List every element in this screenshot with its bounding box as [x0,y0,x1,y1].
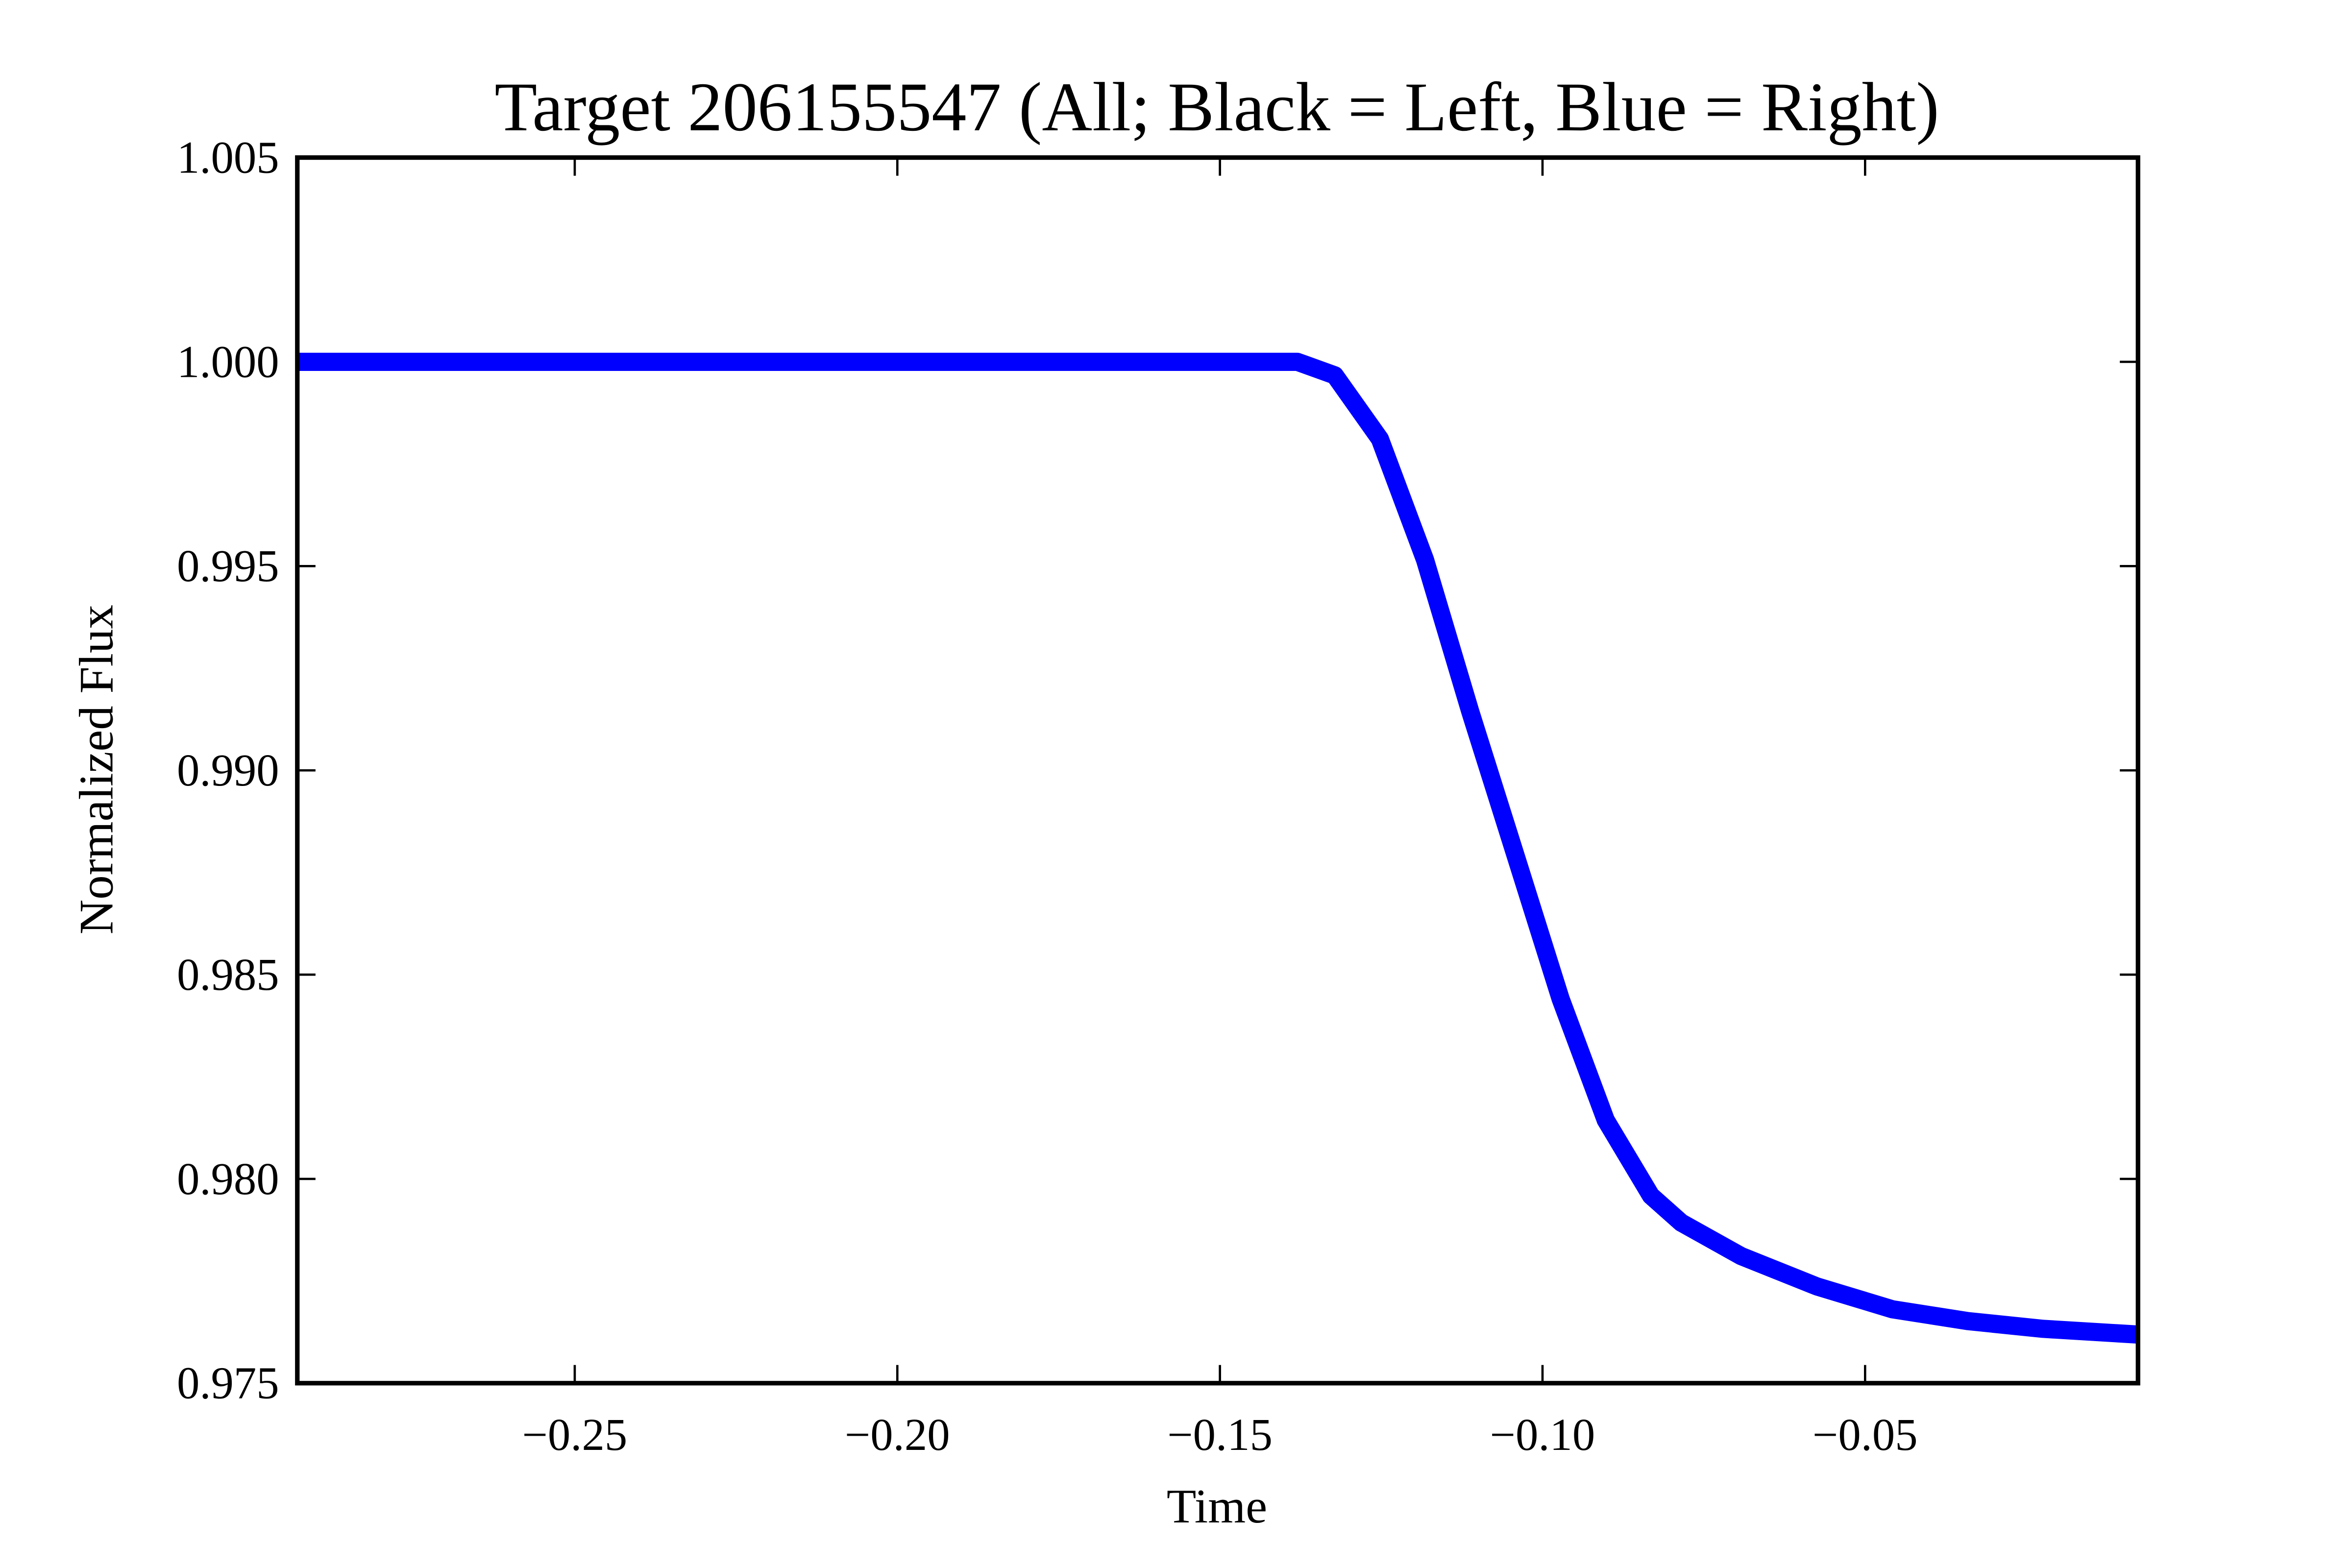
y-tick-label: 0.995 [177,541,279,591]
y-tick-label: 1.000 [177,337,279,387]
y-tick-label: 0.985 [177,950,279,1000]
axes-frame [295,155,2140,1386]
y-tick-label: 0.975 [177,1358,279,1409]
x-tick-label: −0.10 [1490,1410,1595,1460]
data-line [297,352,2138,1344]
x-axis-label: Time [1167,1480,1267,1533]
x-tick-label: −0.25 [522,1410,628,1460]
x-tick-label: −0.20 [845,1410,950,1460]
x-tick-label: −0.15 [1167,1410,1273,1460]
y-tick-label: 1.005 [177,132,279,183]
y-tick-label: 0.980 [177,1154,279,1204]
y-tick-label: 0.990 [177,745,279,796]
chart-title: Target 206155547 (All; Black = Left, Blu… [494,68,1939,146]
x-tick-label: −0.05 [1813,1410,1918,1460]
plot-area [297,156,2138,1385]
y-axis-label: Normalized Flux [70,605,123,934]
